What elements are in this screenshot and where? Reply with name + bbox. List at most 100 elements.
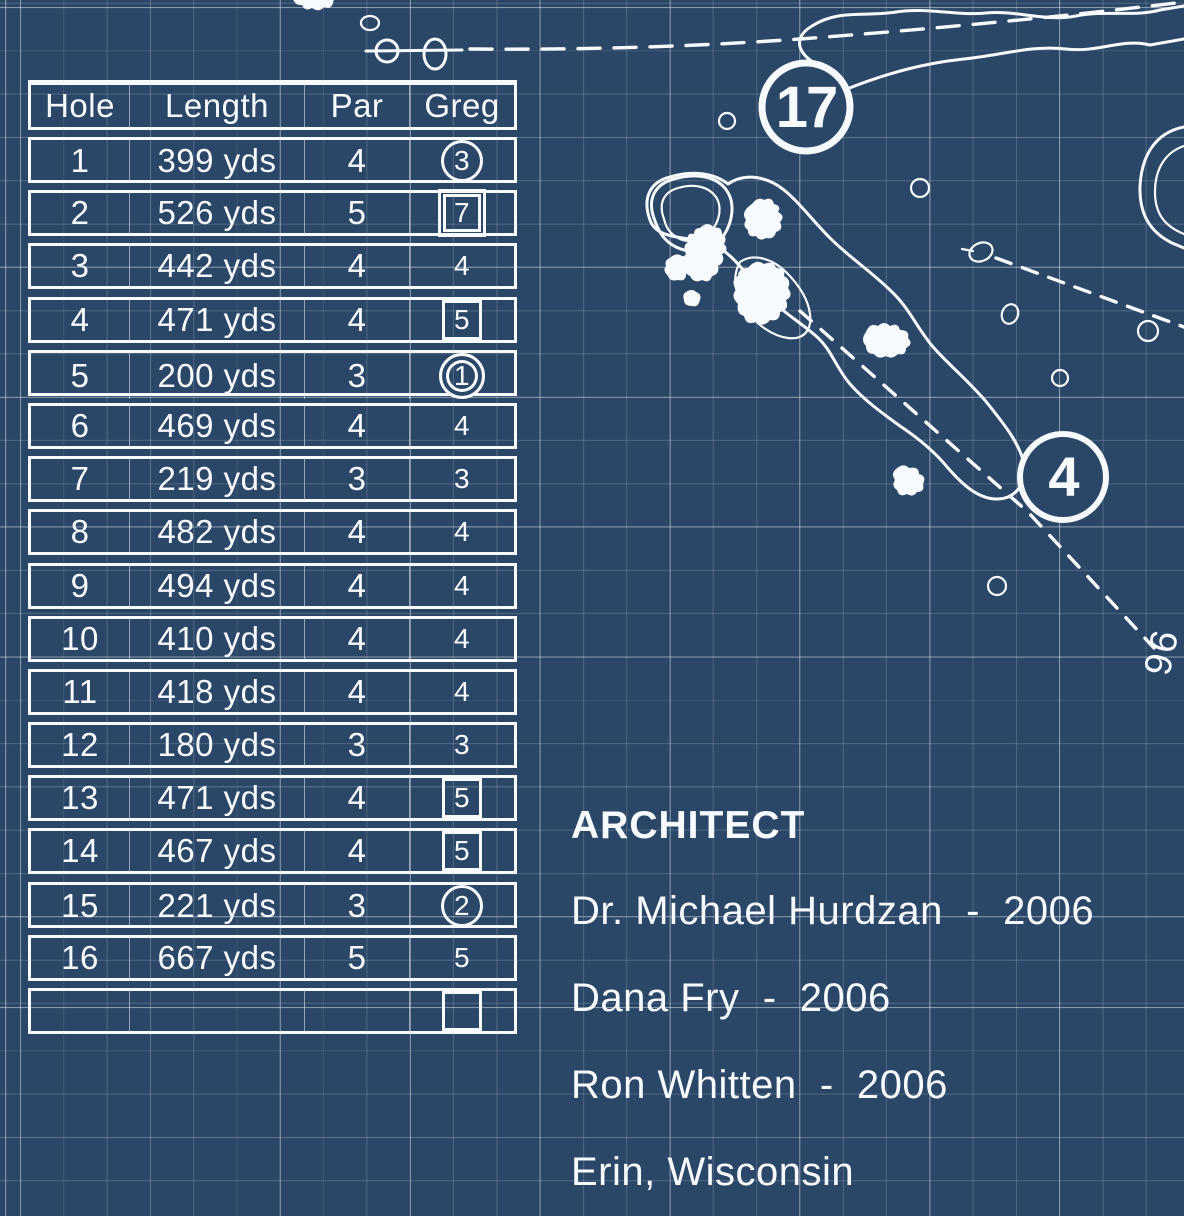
score-marker-none: 4 xyxy=(453,516,471,548)
cell-par xyxy=(305,991,410,1031)
bunker xyxy=(293,0,334,11)
cell-score: 2 xyxy=(410,884,514,927)
table-row: 3 442 yds 4 4 xyxy=(28,243,517,290)
table-row: 6 469 yds 4 4 xyxy=(28,402,517,449)
cell-par: 3 xyxy=(305,352,410,399)
cell-length: 667 yds xyxy=(130,937,305,978)
hole-17-number: 17 xyxy=(776,75,837,140)
table-row: 4 471 yds 4 5 xyxy=(28,296,517,343)
cell-par: 4 xyxy=(305,246,410,287)
table-row: 2 526 yds 5 7 xyxy=(28,189,517,238)
tee-oval xyxy=(422,37,448,71)
small-circle xyxy=(1050,368,1070,388)
bunker xyxy=(863,323,911,358)
cell-par: 3 xyxy=(305,725,410,766)
cell-score: 3 xyxy=(410,459,514,499)
cell-par: 3 xyxy=(305,459,410,500)
score-marker-circle: 3 xyxy=(441,140,483,182)
cell-score: 5 xyxy=(410,938,514,978)
score-marker-none: 4 xyxy=(453,409,471,441)
cell-length: 469 yds xyxy=(130,405,305,446)
fairway-outline-4 xyxy=(645,171,1026,501)
dashed-centerline-4 xyxy=(798,309,1156,650)
course-map: 17 4 xyxy=(293,0,1184,650)
cell-hole: 12 xyxy=(31,725,130,766)
cell-length: 180 yds xyxy=(130,725,305,766)
score-marker-double-circle: 1 xyxy=(439,352,485,399)
bunker xyxy=(733,261,791,325)
small-oval xyxy=(1000,303,1020,325)
cell-score: 4 xyxy=(410,672,514,712)
cell-length: 200 yds xyxy=(130,352,305,399)
fairway-outline-17-bottom xyxy=(845,37,1184,91)
cell-hole: 5 xyxy=(31,352,130,399)
table-row: 11 418 yds 4 4 xyxy=(28,668,517,715)
cell-length: 418 yds xyxy=(130,671,305,712)
cell-hole xyxy=(31,991,130,1031)
table-row: 7 219 yds 3 3 xyxy=(28,456,517,503)
cell-score: 7 xyxy=(410,189,514,238)
cell-par: 4 xyxy=(305,140,410,182)
cell-score: 1 xyxy=(410,352,514,399)
header-greg: Greg xyxy=(424,87,500,124)
cell-score: 5 xyxy=(410,299,514,340)
dashed-centerline-17 xyxy=(468,0,1184,51)
cell-length xyxy=(130,991,305,1031)
score-marker-square xyxy=(442,991,482,1031)
bunker xyxy=(893,465,925,496)
bunker xyxy=(664,254,690,281)
cell-length: 471 yds xyxy=(130,299,305,340)
cell-par: 4 xyxy=(305,565,410,606)
cell-score: 4 xyxy=(410,246,514,286)
table-row: 15 221 yds 3 2 xyxy=(28,881,517,928)
cell-par: 4 xyxy=(305,405,410,446)
cell-length: 410 yds xyxy=(130,618,305,659)
architect-line: Dana Fry - 2006 xyxy=(571,976,891,1020)
score-marker-none: 4 xyxy=(453,622,471,654)
cell-hole: 16 xyxy=(31,937,130,978)
cell-hole: 9 xyxy=(31,565,130,606)
architect-heading: ARCHITECT xyxy=(571,804,806,847)
small-circle xyxy=(986,575,1008,597)
score-marker-square: 5 xyxy=(442,831,482,872)
cell-hole: 8 xyxy=(31,512,130,553)
cell-hole: 15 xyxy=(31,884,130,927)
cell-score: 4 xyxy=(410,512,514,552)
score-marker-square: 5 xyxy=(442,778,482,819)
score-marker-none: 3 xyxy=(453,729,471,761)
table-row: 8 482 yds 4 4 xyxy=(28,509,517,556)
table-row: 12 180 yds 3 3 xyxy=(28,722,517,769)
table-row: 5 200 yds 3 1 xyxy=(28,349,517,399)
cell-hole: 6 xyxy=(31,405,130,446)
table-row: 1 399 yds 4 3 xyxy=(28,137,517,183)
scorecard-rows: 1 399 yds 4 3 2 526 yds 5 7 3 442 yds 4 4 4 471 yds 4 5… xyxy=(28,137,517,1034)
tee-circle xyxy=(374,38,400,64)
architect-line: Erin, Wisconsin xyxy=(571,1150,855,1194)
header-par: Par xyxy=(305,85,410,127)
small-circle xyxy=(909,177,931,199)
cell-par: 4 xyxy=(305,831,410,872)
green-inner-right xyxy=(1153,144,1184,236)
cell-length: 467 yds xyxy=(130,831,305,872)
cell-par: 4 xyxy=(305,778,410,819)
small-circle xyxy=(717,111,737,131)
architect-block: ARCHITECT Dr. Michael Hurdzan - 2006 Dan… xyxy=(571,766,1094,1216)
score-marker-double-square: 7 xyxy=(438,189,486,238)
cell-score: 4 xyxy=(410,406,514,446)
cell-length: 221 yds xyxy=(130,884,305,927)
cell-score xyxy=(410,991,514,1031)
cell-length: 482 yds xyxy=(130,512,305,553)
green-outline-right xyxy=(1138,125,1184,250)
architect-line: Ron Whitten - 2006 xyxy=(571,1063,948,1107)
cell-par: 5 xyxy=(305,193,410,234)
cell-par: 5 xyxy=(305,937,410,978)
cell-hole: 1 xyxy=(31,140,130,182)
cell-score: 4 xyxy=(410,566,514,606)
tee-oval xyxy=(359,14,381,32)
cell-par: 4 xyxy=(305,618,410,659)
table-row: 9 494 yds 4 4 xyxy=(28,562,517,609)
score-marker-none: 4 xyxy=(453,569,471,601)
score-marker-square: 5 xyxy=(442,299,482,340)
header-length: Length xyxy=(130,85,305,127)
